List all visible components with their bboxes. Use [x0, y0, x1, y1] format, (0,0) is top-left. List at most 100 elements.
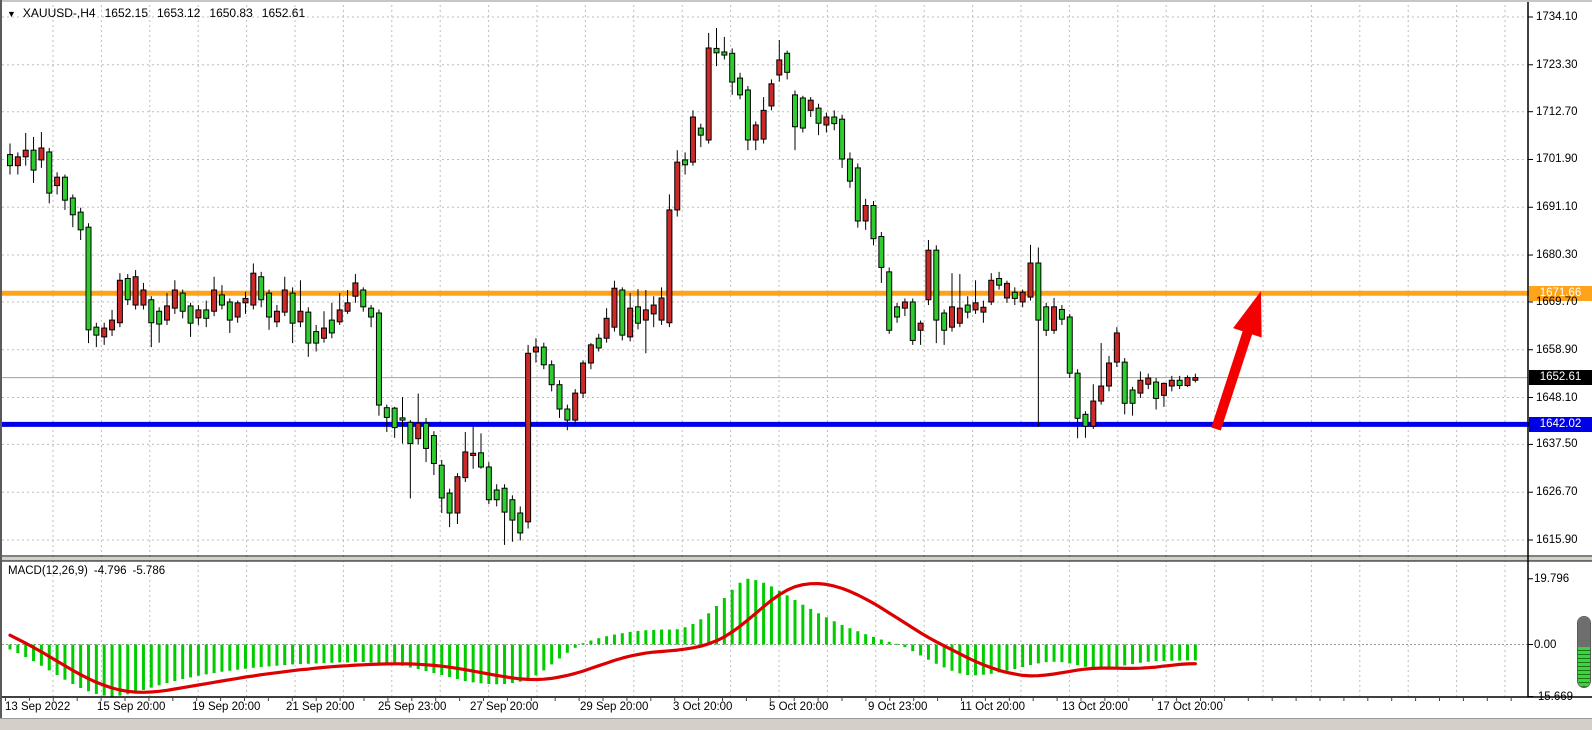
- bear-candle: [399, 417, 406, 421]
- macd-hist-bar: [1170, 644, 1174, 661]
- macd-hist-bar: [809, 608, 813, 645]
- macd-hist-bar: [597, 638, 601, 645]
- macd-signal-value: -5.786: [132, 565, 166, 577]
- macd-hist-bar: [141, 644, 145, 690]
- time-axis-label: 29 Sep 20:00: [580, 701, 649, 713]
- macd-hist-bar: [283, 644, 287, 666]
- bear-candle: [744, 89, 751, 141]
- macd-hist-bar: [338, 644, 342, 663]
- macd-hist-bar: [1123, 644, 1127, 666]
- macd-hist-bar: [503, 644, 507, 685]
- macd-hist-bar: [738, 582, 742, 645]
- bull-candle: [321, 327, 327, 339]
- macd-hist-bar: [134, 644, 138, 693]
- bear-candle: [964, 304, 971, 313]
- bull-candle: [1192, 377, 1199, 381]
- bull-candle: [525, 352, 532, 523]
- bear-candle: [635, 306, 641, 324]
- open-value: 1652.15: [104, 6, 148, 20]
- macd-hist-bar: [793, 600, 797, 645]
- bear-candle: [697, 127, 704, 136]
- macd-hist-bar: [416, 644, 420, 670]
- macd-hist-bar: [1029, 644, 1032, 666]
- bull-candle: [611, 287, 618, 328]
- macd-hist-bar: [769, 586, 773, 645]
- macd-hist-bar: [455, 644, 459, 680]
- macd-hist-bar: [306, 644, 310, 664]
- current-price-badge: 1652.61: [1529, 370, 1592, 386]
- bull-candle: [650, 304, 657, 315]
- bull-candle: [572, 392, 579, 421]
- macd-hist-bar: [408, 644, 412, 668]
- bear-candle: [729, 52, 736, 83]
- macd-hist-bar: [762, 582, 766, 645]
- macd-hist-bar: [746, 578, 750, 645]
- bear-candle: [46, 151, 53, 194]
- bear-candle: [226, 301, 233, 321]
- panel-separator[interactable]: [0, 557, 1592, 561]
- macd-hist-bar: [903, 644, 907, 648]
- macd-hist-bar: [1021, 644, 1025, 668]
- bear-candle: [713, 47, 720, 54]
- bear-candle: [1011, 291, 1018, 299]
- price-axis-label: 1701.90: [1536, 153, 1578, 166]
- bull-candle: [1051, 306, 1058, 331]
- breakout-arrow-head[interactable]: [1233, 291, 1262, 338]
- bull-candle: [1027, 262, 1034, 298]
- bear-candle: [187, 305, 194, 324]
- bear-candle: [886, 271, 893, 331]
- macd-hist-bar: [542, 644, 546, 671]
- price-axis-label: 1615.90: [1536, 533, 1578, 546]
- macd-hist-bar: [997, 644, 1001, 673]
- scroll-indicator-pill[interactable]: [1577, 616, 1591, 688]
- macd-hist-bar: [644, 630, 648, 645]
- macd-hist-bar: [157, 644, 161, 686]
- macd-hist-bar: [369, 644, 373, 663]
- bull-candle: [925, 249, 932, 301]
- bull-candle: [462, 451, 469, 479]
- macd-axis-label: 19.796: [1534, 572, 1570, 585]
- macd-hist-bar: [149, 644, 153, 688]
- bull-candle: [768, 83, 775, 107]
- bull-candle: [1137, 379, 1144, 394]
- breakout-arrow-shaft[interactable]: [1211, 325, 1254, 431]
- macd-hist-bar: [605, 636, 609, 645]
- price-axis-label: 1712.70: [1536, 105, 1578, 118]
- bear-candle: [407, 421, 414, 445]
- macd-hist-bar: [1131, 644, 1135, 665]
- bull-candle: [956, 307, 963, 324]
- macd-hist-bar: [244, 644, 247, 669]
- macd-hist-bar: [126, 644, 130, 695]
- macd-hist-bar: [872, 636, 875, 645]
- bear-candle: [619, 289, 626, 336]
- macd-hist-bar: [487, 644, 491, 685]
- chevron-down-icon[interactable]: ▼: [7, 9, 16, 19]
- macd-hist-bar: [1146, 644, 1150, 662]
- bear-candle: [7, 154, 13, 167]
- macd-hist-bar: [16, 644, 20, 654]
- macd-hist-bar: [1178, 644, 1182, 661]
- bull-candle: [297, 310, 304, 323]
- macd-hist-bar: [887, 641, 891, 645]
- macd-hist-bar: [432, 644, 436, 674]
- macd-hist-bar: [777, 590, 781, 645]
- macd-hist-bar: [24, 644, 28, 658]
- bull-candle: [760, 109, 767, 140]
- bear-candle: [870, 204, 877, 240]
- bear-candle: [179, 292, 186, 312]
- macd-hist-bar: [1068, 644, 1072, 664]
- macd-hist-bar: [87, 644, 90, 692]
- bear-candle: [69, 197, 76, 216]
- bull-candle: [807, 99, 814, 111]
- bear-candle: [792, 94, 798, 128]
- macd-hist-bar: [102, 644, 106, 696]
- bear-candle: [423, 422, 430, 449]
- bull-candle: [132, 276, 139, 306]
- macd-hist-bar: [683, 627, 687, 645]
- price-axis-label: 1723.30: [1536, 58, 1578, 71]
- bear-candle: [446, 492, 453, 514]
- bear-candle: [799, 97, 806, 129]
- macd-hist-bar: [463, 644, 467, 682]
